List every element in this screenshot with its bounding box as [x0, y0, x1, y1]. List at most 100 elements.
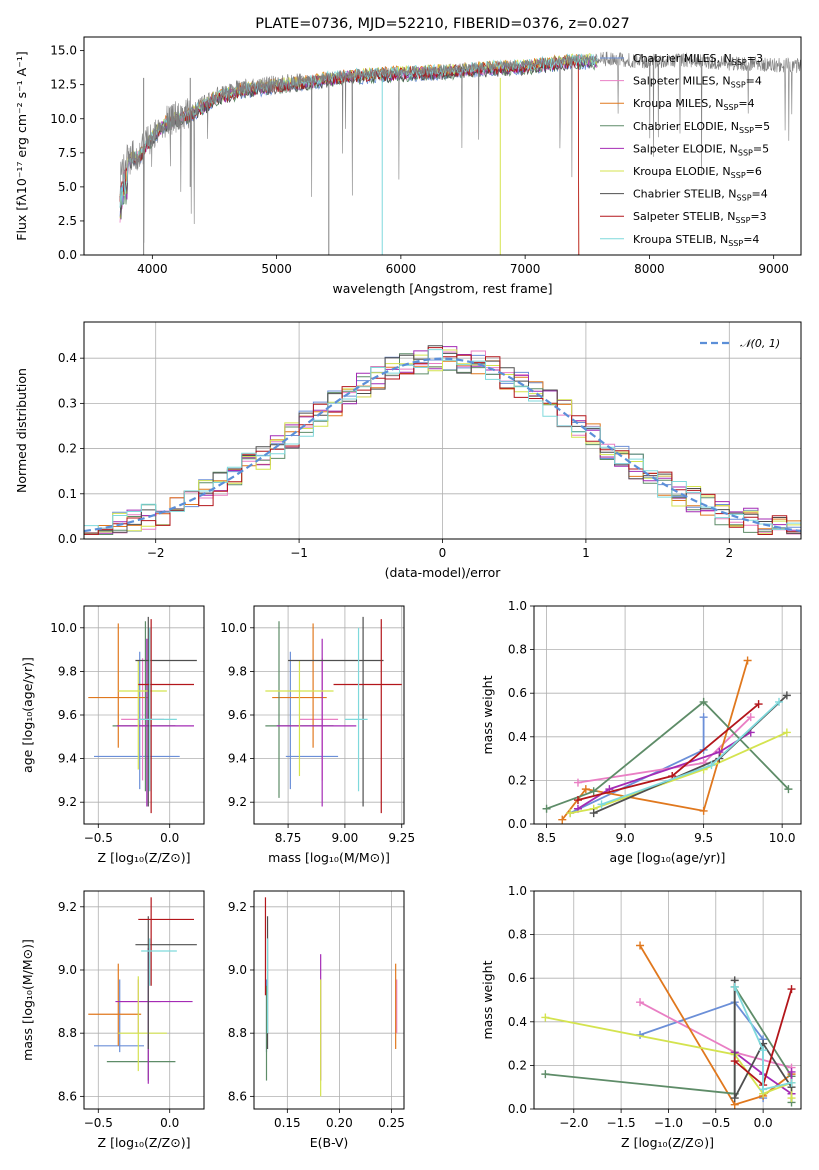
x-tick-label: 0.25 [378, 1116, 405, 1130]
residual-histogram [84, 353, 801, 535]
plot-area [534, 891, 801, 1109]
x-axis-label: Z [log₁₀(Z/Z⊙)] [98, 1135, 191, 1150]
legend-label: Salpeter MILES, NSSP=4 [633, 75, 762, 90]
axes-frame [533, 605, 802, 825]
weight-marker [541, 1070, 550, 1079]
legend-subscript: SSP [732, 58, 747, 67]
y-tick-label: 0.8 [508, 928, 527, 942]
y-tick-label: 0.6 [508, 686, 527, 700]
weight-marker [699, 697, 708, 706]
legend-nssp: =5 [754, 120, 770, 133]
y-tick-label: 9.4 [228, 752, 247, 766]
errorbar-point [115, 947, 193, 1084]
chart-title: PLATE=0736, MJD=52210, FIBERID=0376, z=0… [255, 16, 629, 32]
errorbar-point [118, 976, 167, 1072]
legend-nssp: =4 [738, 97, 754, 110]
y-tick-label: 9.6 [228, 708, 247, 722]
legend-label: Kroupa ELODIE, NSSP=6 [633, 165, 762, 180]
x-tick-label: 9000 [758, 262, 789, 276]
y-axis-label: mass [log₁₀(M/M⊙)] [20, 939, 35, 1061]
y-tick-label: 10.0 [220, 621, 247, 635]
legend-nssp: =4 [752, 188, 768, 201]
y-tick-label: 0.2 [508, 773, 527, 787]
axes-frame [533, 890, 802, 1110]
x-axis-label: wavelength [Angstrom, rest frame] [332, 281, 552, 296]
x-tick-label: −2 [147, 546, 165, 560]
x-tick-label: 6000 [386, 262, 417, 276]
errorbar-point [333, 619, 402, 814]
y-tick-label: 9.8 [228, 664, 247, 678]
x-axis-label: Z [log₁₀(Z/Z⊙)] [621, 1135, 714, 1150]
weight-marker [589, 809, 598, 818]
legend-name: Chabrier STELIB, N [633, 188, 737, 201]
errorbar-point [112, 621, 176, 792]
weight-marker [558, 815, 567, 824]
errorbar-point [135, 616, 197, 807]
weight-marker [787, 1078, 796, 1087]
y-tick-label: 9.2 [228, 900, 247, 914]
y-tick-label: 0.3 [58, 396, 77, 410]
x-tick-label: 0.15 [274, 1116, 301, 1130]
plot-area [119, 51, 801, 255]
weight-marker [699, 806, 708, 815]
weight-marker [581, 785, 590, 794]
errorbar-point [138, 897, 194, 986]
errorbar-point [138, 619, 194, 814]
panel-mass-vs-Z: −0.5 0.0 8.6 8.8 9.0 9.2 Z [log₁₀(Z/Z⊙)] mass [… [20, 890, 205, 1150]
legend-nssp: =3 [747, 52, 763, 65]
errorbar-point [135, 916, 197, 1049]
panel-mass-vs-EBV: 0.15 0.20 0.25 8.6 8.8 9.0 9.2 E(B-V) [228, 890, 405, 1150]
x-tick-label: 9.00 [332, 831, 359, 845]
y-tick-label: 9.2 [58, 900, 77, 914]
residual-histogram [84, 347, 801, 535]
legend-subscript: SSP [735, 216, 750, 225]
model-spectrum [119, 53, 580, 255]
legend-name: Kroupa STELIB, N [633, 233, 728, 246]
legend-subscript: SSP [738, 148, 753, 157]
legend-subscript: SSP [739, 126, 754, 135]
axes-frame [253, 890, 405, 1110]
x-axis-label: Z [log₁₀(Z/Z⊙)] [98, 850, 191, 865]
axes-frame [83, 890, 205, 1110]
weight-marker [573, 778, 582, 787]
y-tick-label: 0.2 [58, 442, 77, 456]
y-tick-label: 15.0 [50, 44, 77, 58]
y-tick-label: 10.0 [50, 621, 77, 635]
y-tick-label: 1.0 [508, 884, 527, 898]
errorbar-point [141, 938, 177, 986]
x-tick-label: 0.0 [160, 1116, 179, 1130]
axes-frame [83, 321, 802, 540]
weight-marker [730, 1094, 739, 1103]
axes-frame [253, 605, 405, 825]
y-tick-label: 9.0 [228, 963, 247, 977]
weight-marker [787, 985, 796, 994]
legend-name: Kroupa MILES, N [633, 97, 723, 110]
legend-name: Salpeter ELODIE, N [633, 142, 738, 155]
weight-marker [782, 728, 791, 737]
weight-marker [787, 1067, 796, 1076]
legend-label: Kroupa STELIB, NSSP=4 [633, 233, 759, 248]
y-axis-label: Normed distribution [14, 368, 29, 493]
y-tick-label: 0.4 [508, 730, 527, 744]
y-tick-label: 0.0 [508, 1102, 527, 1116]
weight-line [569, 731, 788, 814]
residual-histogram [84, 349, 801, 531]
errorbar-point [118, 660, 167, 770]
x-tick-label: 0.0 [160, 831, 179, 845]
weight-line [561, 660, 749, 821]
y-tick-label: 0.4 [508, 1015, 527, 1029]
y-tick-label: 9.0 [58, 963, 77, 977]
y-axis-label: Flux [fλ10⁻¹⁷ erg cm⁻² s⁻¹ A⁻¹] [14, 51, 29, 240]
legend-label: Chabrier ELODIE, NSSP=5 [633, 120, 770, 135]
errorbar-point [88, 963, 142, 1046]
legend-label: Salpeter STELIB, NSSP=3 [633, 210, 767, 225]
weight-marker [566, 809, 575, 818]
plot-area [254, 606, 404, 824]
weight-marker [759, 1085, 768, 1094]
weight-marker [775, 697, 784, 706]
plot-area [84, 606, 204, 824]
weight-marker [597, 800, 606, 809]
panel-age-vs-mass: 8.75 9.00 9.25 9.2 9.4 9.6 9.8 10.0 mass [log₁₀(… [220, 605, 415, 865]
y-tick-label: 0.4 [58, 351, 77, 365]
